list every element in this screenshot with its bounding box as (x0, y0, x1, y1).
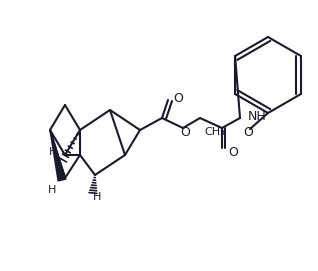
Text: CH₃: CH₃ (204, 127, 225, 137)
Text: H: H (49, 147, 57, 157)
Text: H: H (93, 192, 101, 202)
Text: O: O (180, 127, 190, 140)
Text: O: O (173, 92, 183, 105)
Text: O: O (228, 146, 238, 159)
Text: O: O (243, 125, 253, 138)
Text: NH: NH (248, 109, 267, 122)
Text: H: H (48, 185, 56, 195)
Polygon shape (50, 130, 66, 181)
